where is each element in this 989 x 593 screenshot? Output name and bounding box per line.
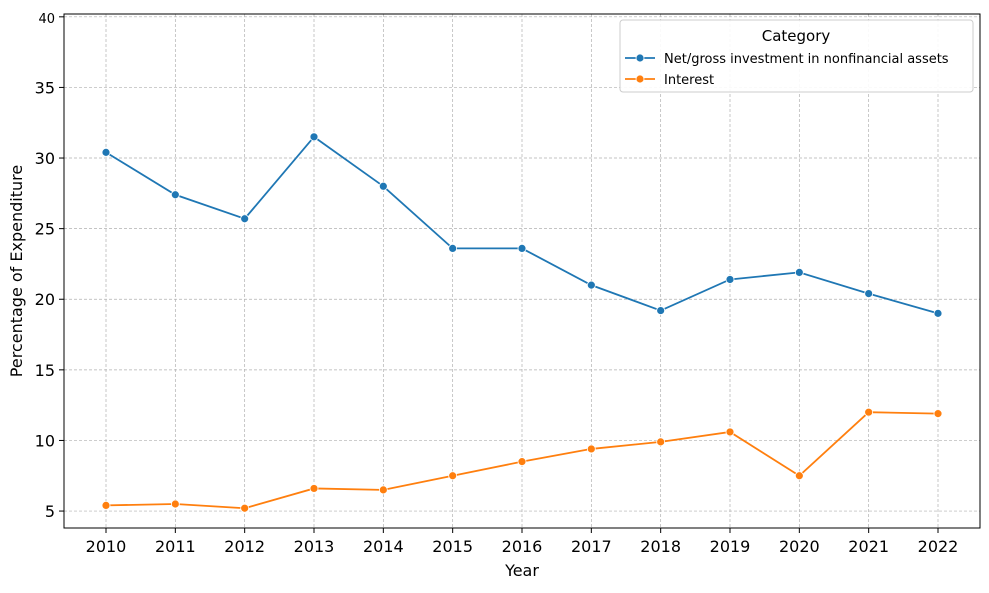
data-point xyxy=(101,501,111,510)
legend-entries: Net/gross investment in nonfinancial ass… xyxy=(625,52,949,88)
x-ticks: 2010 2011 2012 2013 2014 2015 2016 2017 2018 2019… xyxy=(86,528,959,556)
y-tick-label: 25 xyxy=(35,220,55,239)
y-axis-label: Percentage of Expenditure xyxy=(7,165,26,377)
x-tick-label: 2011 xyxy=(155,537,196,556)
data-point xyxy=(794,268,804,277)
data-point xyxy=(240,214,250,224)
series-interest xyxy=(101,407,943,513)
data-point xyxy=(309,132,319,142)
y-tick-label: 40 xyxy=(38,12,55,27)
legend-title: Category xyxy=(762,27,831,45)
legend: Category Net/gross investment in nonfina… xyxy=(619,19,974,93)
legend-marker xyxy=(635,53,645,63)
legend-label: Interest xyxy=(664,73,714,88)
data-point xyxy=(933,409,943,419)
legend-entry: Net/gross investment in nonfinancial ass… xyxy=(625,52,949,67)
data-point xyxy=(448,471,458,481)
data-point xyxy=(170,190,180,200)
data-point xyxy=(378,181,388,191)
y-tick-label: 35 xyxy=(35,78,55,97)
series-investment xyxy=(101,132,943,318)
data-point xyxy=(864,407,874,417)
legend-marker xyxy=(635,74,645,84)
data-point xyxy=(517,244,527,253)
x-tick-label: 2019 xyxy=(710,537,751,556)
data-point xyxy=(586,280,596,290)
x-tick-label: 2014 xyxy=(363,537,404,556)
y-ticks: 5 10 15 20 25 30 35 40 xyxy=(35,12,64,521)
data-point xyxy=(378,485,388,495)
y-tick-label: 30 xyxy=(35,149,55,168)
data-point xyxy=(656,306,666,315)
data-point xyxy=(864,289,874,298)
data-point xyxy=(101,147,111,157)
data-point xyxy=(448,244,458,253)
x-tick-label: 2012 xyxy=(224,537,265,556)
data-point xyxy=(309,484,319,493)
x-tick-label: 2017 xyxy=(571,537,612,556)
data-point xyxy=(794,471,804,481)
x-tick-label: 2021 xyxy=(848,537,889,556)
legend-label: Net/gross investment in nonfinancial ass… xyxy=(664,52,949,67)
legend-box xyxy=(619,19,974,93)
legend-entry: Interest xyxy=(625,73,714,88)
data-point xyxy=(725,275,735,284)
data-point xyxy=(240,503,250,513)
data-point xyxy=(517,457,527,467)
data-point xyxy=(656,437,666,447)
x-tick-label: 2016 xyxy=(502,537,543,556)
data-point xyxy=(725,427,735,437)
series-layer xyxy=(101,132,943,513)
grid-layer xyxy=(64,14,980,528)
x-tick-label: 2010 xyxy=(86,537,127,556)
y-tick-label: 20 xyxy=(35,290,55,309)
x-tick-label: 2020 xyxy=(779,537,820,556)
y-tick-label: 5 xyxy=(45,502,55,521)
data-point xyxy=(933,308,943,318)
x-tick-label: 2022 xyxy=(918,537,959,556)
x-tick-label: 2013 xyxy=(294,537,335,556)
y-tick-label: 15 xyxy=(35,361,55,380)
x-axis-label: Year xyxy=(504,561,539,580)
y-tick-label: 10 xyxy=(35,431,55,450)
data-point xyxy=(170,499,180,509)
data-point xyxy=(586,444,596,454)
x-tick-label: 2015 xyxy=(432,537,473,556)
x-tick-label: 2018 xyxy=(640,537,681,556)
